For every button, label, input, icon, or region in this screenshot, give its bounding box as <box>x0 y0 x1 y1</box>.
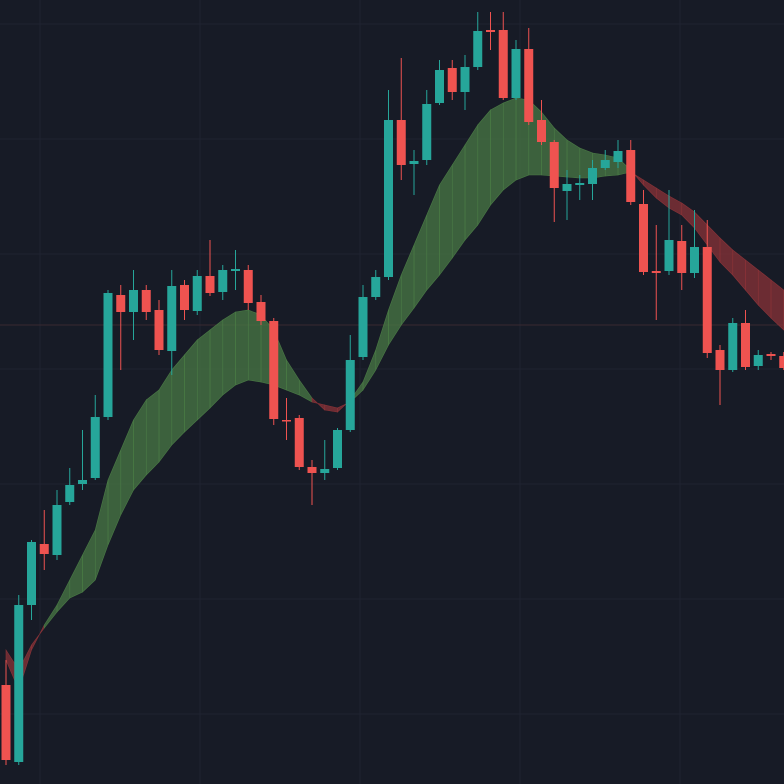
candle-body <box>384 120 393 277</box>
ribbon-segment <box>196 329 211 421</box>
candle-body <box>486 30 495 32</box>
candle-body <box>435 70 444 103</box>
ribbon-segment <box>451 143 466 259</box>
ribbon-segment <box>145 389 160 476</box>
ribbon-segment <box>222 311 236 396</box>
candle-body <box>626 150 636 202</box>
candle-body <box>116 295 126 312</box>
candle-body <box>664 240 674 271</box>
candle-body <box>422 104 432 160</box>
candle-body <box>549 142 559 188</box>
candle-body <box>129 290 138 312</box>
candle-body <box>180 285 189 310</box>
candle-body <box>409 161 419 164</box>
ribbon-segment <box>490 102 504 206</box>
candle-body <box>14 605 24 762</box>
candle-body <box>333 430 342 468</box>
candle-body <box>651 271 661 273</box>
candle-body <box>27 542 36 605</box>
candle-body <box>205 276 215 293</box>
candle-body <box>562 184 572 191</box>
candle-body <box>588 168 597 184</box>
ribbon-segment <box>439 163 453 276</box>
candle-body <box>473 31 483 67</box>
candle-body <box>511 49 521 98</box>
candle-body <box>447 68 457 92</box>
candle-body <box>167 286 177 351</box>
candle-body <box>575 183 585 185</box>
candle-body <box>231 269 240 271</box>
candle-body <box>65 485 75 502</box>
ribbon-segment <box>464 123 479 241</box>
candle-body <box>524 49 534 122</box>
candle-body <box>498 30 508 98</box>
candle-body <box>753 355 763 366</box>
candle-body <box>218 270 228 292</box>
candle-body <box>39 544 49 554</box>
candle-body <box>192 276 202 311</box>
candle-body <box>728 323 738 370</box>
candle-body <box>613 151 623 162</box>
candle-body <box>256 302 266 321</box>
candle-body <box>294 418 304 467</box>
candle-body <box>741 323 750 367</box>
candle-body <box>243 270 253 303</box>
candle-body <box>358 297 368 357</box>
candle-body <box>1 685 11 760</box>
candle-body <box>52 505 62 555</box>
candle-body <box>396 120 406 165</box>
ribbon-segment <box>477 109 491 227</box>
candle-body <box>600 160 610 168</box>
candle-body <box>702 247 712 353</box>
candle-body <box>154 310 164 350</box>
ribbon-segment <box>235 309 249 386</box>
candle-body <box>460 67 470 92</box>
candle-body <box>690 247 699 273</box>
candle-body <box>90 417 100 478</box>
candle-body <box>269 321 279 419</box>
candle-body <box>715 350 725 370</box>
candle-body <box>320 469 330 473</box>
ribbon-segment <box>209 319 224 409</box>
candle-body <box>766 354 776 356</box>
candle-body <box>282 420 291 422</box>
candle-body <box>78 480 87 484</box>
candle-body <box>103 293 113 417</box>
candle-body <box>345 360 355 430</box>
ribbon-segment <box>171 354 185 446</box>
ribbon-segment <box>502 97 517 191</box>
candle-body <box>307 467 317 473</box>
candle-body <box>677 241 687 273</box>
candle-body <box>779 356 784 368</box>
ribbon-segment <box>184 339 198 433</box>
candle-body <box>371 277 381 297</box>
candle-body <box>537 120 546 142</box>
candle-body <box>141 290 151 312</box>
candle-body <box>639 204 648 272</box>
